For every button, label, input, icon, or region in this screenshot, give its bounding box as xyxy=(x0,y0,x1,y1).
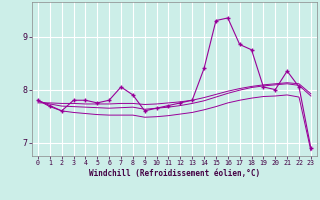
X-axis label: Windchill (Refroidissement éolien,°C): Windchill (Refroidissement éolien,°C) xyxy=(89,169,260,178)
